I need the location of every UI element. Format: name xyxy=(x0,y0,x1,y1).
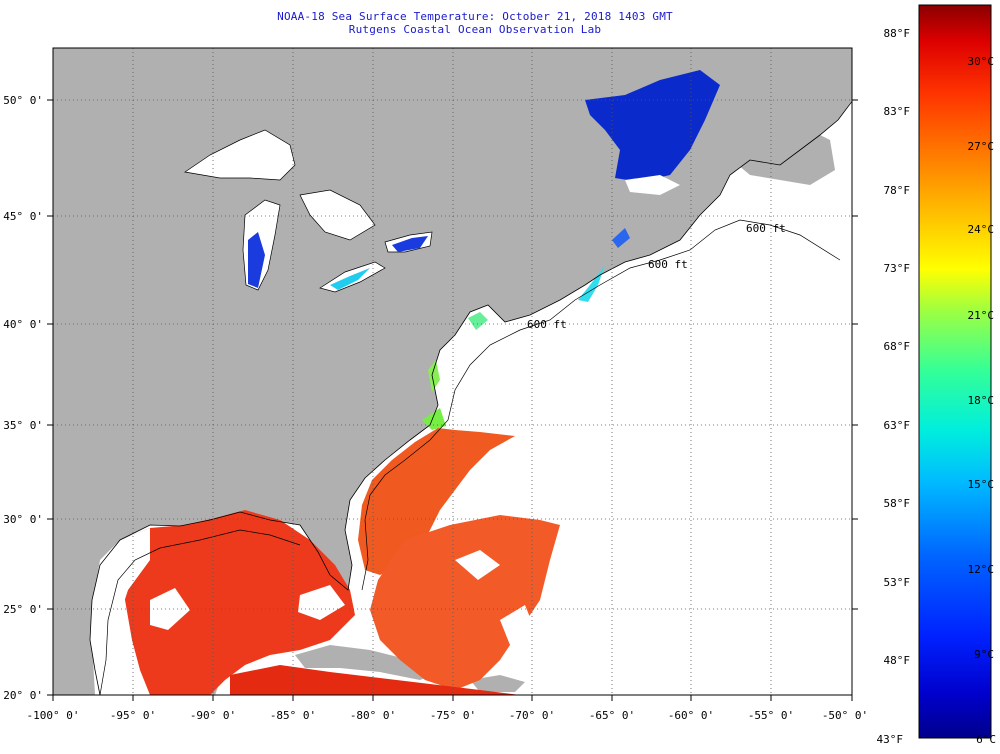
colorbar xyxy=(918,4,992,739)
contour-label: 600 ft xyxy=(746,222,786,235)
longitude-labels: -100° 0' -95° 0' -90° 0' -85° 0' -80° 0'… xyxy=(27,709,869,722)
caribbean-sst xyxy=(230,665,520,695)
cb-c-label: 9°C xyxy=(974,648,994,661)
cb-f-label: 53°F xyxy=(884,576,911,589)
lake-huron xyxy=(299,189,376,241)
lon-label: -55° 0' xyxy=(748,709,794,722)
cb-f-label: 73°F xyxy=(884,262,911,275)
land-cuba xyxy=(295,645,440,680)
gulf-stream-sst xyxy=(358,428,515,575)
colorbar-fahrenheit-labels: 88°F 83°F 78°F 73°F 68°F 63°F 58°F 53°F … xyxy=(877,27,911,746)
cloud-patch xyxy=(298,585,345,620)
lake-erie-sst xyxy=(330,268,370,290)
cb-f-label: 43°F xyxy=(877,733,904,746)
lon-label: -75° 0' xyxy=(430,709,476,722)
lat-label: 35° 0' xyxy=(3,419,43,432)
cb-c-label: 30°C xyxy=(968,55,995,68)
lake-superior xyxy=(184,129,296,181)
isobath-600ft xyxy=(361,219,841,591)
lon-label: -95° 0' xyxy=(110,709,156,722)
lat-label: 40° 0' xyxy=(3,318,43,331)
lon-label: -100° 0' xyxy=(27,709,80,722)
lat-label: 25° 0' xyxy=(3,603,43,616)
cb-c-label: 24°C xyxy=(968,223,995,236)
lake-michigan-sst xyxy=(248,232,265,288)
cb-c-label: 27°C xyxy=(968,140,995,153)
cb-f-label: 88°F xyxy=(884,27,911,40)
lon-label: -90° 0' xyxy=(190,709,236,722)
cb-c-label: 15°C xyxy=(968,478,995,491)
lon-label: -50° 0' xyxy=(822,709,868,722)
lat-label: 45° 0' xyxy=(3,210,43,223)
cb-f-label: 48°F xyxy=(884,654,911,667)
lake-ontario-sst xyxy=(392,236,428,252)
latitude-labels: 20° 0' 25° 0' 30° 0' 35° 0' 40° 0' 45° 0… xyxy=(3,94,43,702)
land-hispaniola xyxy=(470,675,525,692)
lat-label: 20° 0' xyxy=(3,689,43,702)
gulf-of-mexico-sst xyxy=(118,510,355,695)
cb-c-label: 18°C xyxy=(968,394,995,407)
contour-label: 600 ft xyxy=(648,258,688,271)
cb-c-label: 21°C xyxy=(968,309,995,322)
map-subtitle: Rutgens Coastal Ocean Observation Lab xyxy=(348,23,602,36)
lat-label: 30° 0' xyxy=(3,513,43,526)
cb-f-label: 68°F xyxy=(884,340,911,353)
cloud-patch xyxy=(455,550,500,580)
lon-label: -85° 0' xyxy=(270,709,316,722)
gulf-st-lawrence-white xyxy=(625,175,680,195)
lon-label: -65° 0' xyxy=(589,709,635,722)
bay-of-fundy-sst xyxy=(612,228,630,248)
colorbar-celsius-labels: 30°C 27°C 24°C 21°C 18°C 15°C 12°C 9°C 6… xyxy=(968,55,997,746)
isobath-600ft-gulf xyxy=(99,529,301,695)
lon-label: -70° 0' xyxy=(509,709,555,722)
coastline xyxy=(89,100,852,695)
cb-f-label: 63°F xyxy=(884,419,911,432)
sargasso-sst xyxy=(370,515,560,690)
ny-bight-sst xyxy=(468,312,488,330)
lon-label: -60° 0' xyxy=(668,709,714,722)
cb-f-label: 83°F xyxy=(884,105,911,118)
map-title: NOAA-18 Sea Surface Temperature: October… xyxy=(277,10,673,23)
hatteras-sst xyxy=(422,408,446,430)
land-newfoundland xyxy=(720,125,835,185)
frame-ticks xyxy=(47,99,858,701)
gulf-st-lawrence-sst xyxy=(585,70,720,182)
cloud-patch xyxy=(500,605,535,645)
contour-label: 600 ft xyxy=(527,318,567,331)
gulf-maine-sst xyxy=(578,265,605,302)
cb-f-label: 78°F xyxy=(884,184,911,197)
chesapeake-sst xyxy=(428,360,440,392)
cb-c-label: 6°C xyxy=(976,733,996,746)
cb-f-label: 58°F xyxy=(884,497,911,510)
lat-label: 50° 0' xyxy=(3,94,43,107)
cb-c-label: 12°C xyxy=(968,563,995,576)
lon-label: -80° 0' xyxy=(350,709,396,722)
